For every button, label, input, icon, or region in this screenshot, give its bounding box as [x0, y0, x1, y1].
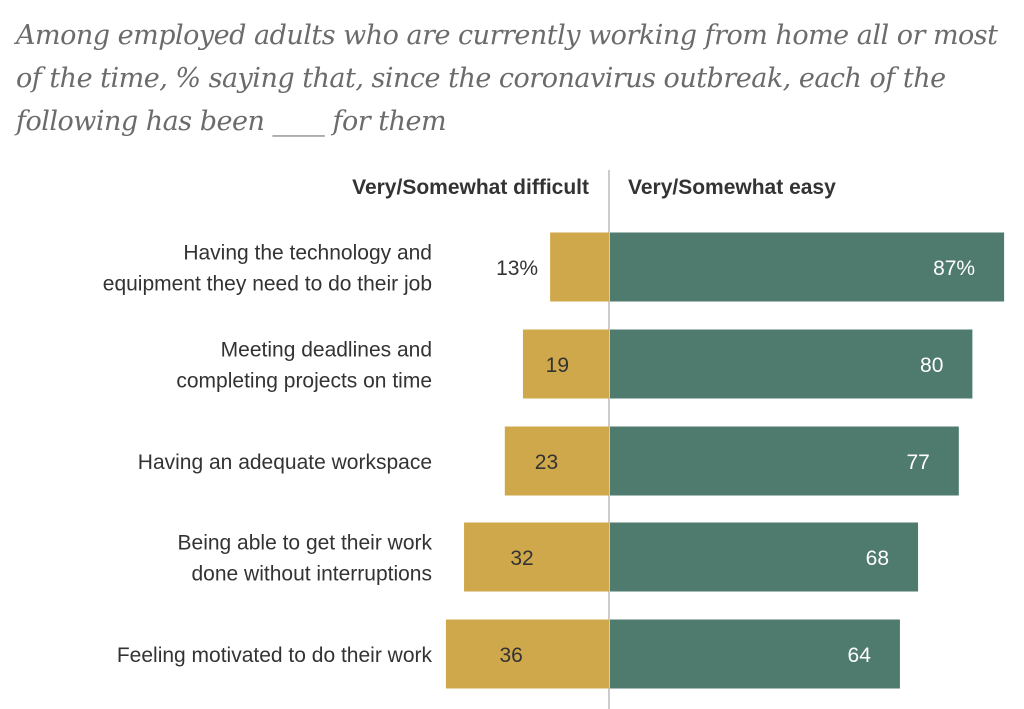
category-label: Being able to get their work	[178, 532, 433, 555]
bar-difficult	[445, 619, 609, 689]
category-label: Feeling motivated to do their work	[117, 644, 433, 667]
data-label-difficult: 19	[546, 354, 569, 377]
data-label-difficult: 13%	[496, 257, 538, 280]
bar-easy	[610, 329, 973, 399]
data-label-easy: 68	[866, 547, 889, 570]
category-label: completing projects on time	[176, 370, 432, 393]
bar-easy	[610, 426, 959, 496]
category-label: done without interruptions	[192, 563, 433, 586]
data-label-easy: 87%	[933, 257, 975, 280]
bar-easy	[610, 232, 1005, 302]
bar-easy	[610, 522, 919, 592]
data-label-difficult: 36	[499, 644, 522, 667]
bar-difficult	[522, 329, 609, 399]
bar-difficult	[550, 232, 609, 302]
bar-difficult	[504, 426, 609, 496]
bar-easy	[610, 619, 900, 689]
legend-difficult: Very/Somewhat difficult	[352, 176, 589, 199]
category-label: Meeting deadlines and	[221, 339, 432, 362]
legend-easy: Very/Somewhat easy	[628, 176, 836, 199]
bar-difficult	[464, 522, 609, 592]
data-label-difficult: 32	[510, 547, 533, 570]
data-label-difficult: 23	[535, 451, 558, 474]
data-label-easy: 80	[920, 354, 943, 377]
category-label: Having the technology and	[183, 242, 432, 265]
chart-title: Among employed adults who are currently …	[16, 20, 998, 137]
data-label-easy: 64	[848, 644, 872, 667]
category-label: equipment they need to do their job	[103, 273, 432, 296]
data-label-easy: 77	[906, 451, 929, 474]
category-label: Having an adequate workspace	[138, 451, 432, 474]
